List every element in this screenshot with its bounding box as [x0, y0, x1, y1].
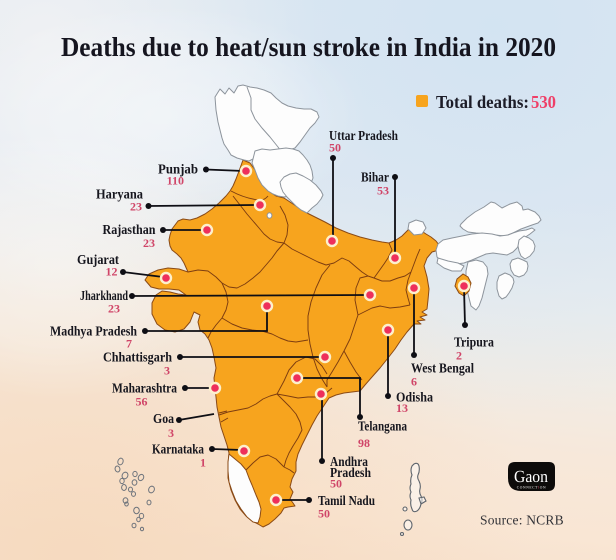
svg-text:23: 23 — [130, 200, 142, 214]
svg-text:West Bengal: West Bengal — [411, 362, 474, 377]
svg-text:CONNECTION: CONNECTION — [517, 485, 546, 489]
svg-text:Source: NCRB: Source: NCRB — [480, 513, 564, 528]
svg-text:Goa: Goa — [153, 412, 174, 427]
svg-text:7: 7 — [126, 337, 132, 351]
svg-text:Gujarat: Gujarat — [77, 253, 119, 268]
svg-text:Jharkhand: Jharkhand — [80, 289, 128, 304]
svg-text:Gaon: Gaon — [514, 467, 548, 486]
svg-text:Deaths due to heat/sun stroke: Deaths due to heat/sun stroke in India i… — [61, 32, 556, 62]
svg-text:13: 13 — [396, 401, 408, 415]
svg-text:Maharashtra: Maharashtra — [112, 382, 177, 397]
svg-text:Rajasthan: Rajasthan — [103, 223, 156, 238]
svg-text:50: 50 — [329, 141, 341, 155]
svg-text:6: 6 — [411, 375, 417, 389]
svg-text:Tripura: Tripura — [454, 336, 494, 351]
svg-text:23: 23 — [143, 236, 155, 250]
svg-text:530: 530 — [531, 92, 556, 112]
svg-text:98: 98 — [358, 436, 370, 450]
svg-text:23: 23 — [108, 302, 120, 316]
svg-text:1: 1 — [200, 456, 206, 470]
svg-text:Odisha: Odisha — [396, 391, 433, 406]
svg-text:12: 12 — [106, 265, 118, 279]
svg-text:110: 110 — [167, 174, 184, 188]
svg-text:Pradesh: Pradesh — [330, 466, 371, 481]
svg-text:3: 3 — [168, 426, 174, 440]
svg-text:50: 50 — [318, 507, 330, 521]
svg-text:Chhattisgarh: Chhattisgarh — [103, 351, 172, 366]
svg-text:Tamil Nadu: Tamil Nadu — [318, 494, 375, 509]
svg-text:Madhya Pradesh: Madhya Pradesh — [50, 325, 137, 340]
svg-text:50: 50 — [330, 477, 342, 491]
svg-text:56: 56 — [136, 395, 148, 409]
svg-text:3: 3 — [164, 364, 170, 378]
svg-text:Total deaths:: Total deaths: — [436, 92, 529, 112]
svg-text:2: 2 — [456, 349, 462, 363]
svg-text:Telangana: Telangana — [358, 420, 407, 435]
svg-text:Bihar: Bihar — [361, 171, 389, 186]
svg-text:Punjab: Punjab — [158, 163, 198, 178]
svg-text:Andhra: Andhra — [330, 455, 368, 470]
svg-text:Haryana: Haryana — [96, 188, 143, 203]
svg-text:53: 53 — [377, 184, 389, 198]
svg-text:Karnataka: Karnataka — [152, 443, 204, 458]
svg-text:Uttar Pradesh: Uttar Pradesh — [329, 129, 398, 144]
